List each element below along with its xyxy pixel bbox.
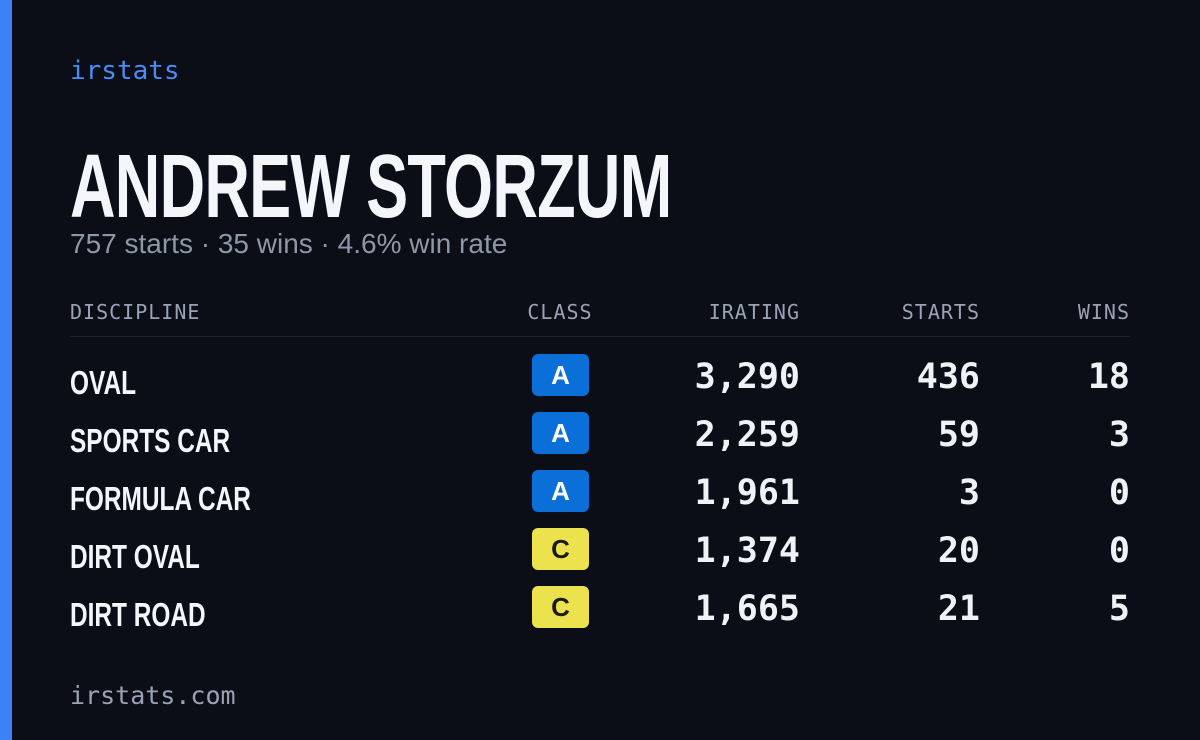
discipline: DIRT OVAL bbox=[70, 538, 200, 575]
wins: 0 bbox=[1108, 531, 1130, 571]
discipline: OVAL bbox=[70, 364, 137, 401]
accent-strip bbox=[0, 0, 12, 740]
wins: 0 bbox=[1108, 473, 1130, 513]
class-badge: C bbox=[532, 528, 589, 570]
column-header: WINS bbox=[1077, 300, 1130, 324]
column-header: STARTS bbox=[901, 300, 980, 324]
irating: 1,374 bbox=[694, 531, 800, 571]
starts: 21 bbox=[937, 589, 980, 629]
irating: 3,290 bbox=[694, 357, 800, 397]
driver-summary: 757 starts · 35 wins · 4.6% win rate bbox=[70, 228, 508, 259]
starts: 3 bbox=[958, 473, 980, 513]
class-badge: A bbox=[532, 470, 589, 512]
wins: 3 bbox=[1108, 415, 1130, 455]
column-header: IRATING bbox=[708, 300, 800, 324]
class-badge: A bbox=[532, 412, 589, 454]
column-header: DISCIPLINE bbox=[70, 300, 201, 324]
discipline: DIRT ROAD bbox=[70, 596, 206, 633]
irating: 1,961 bbox=[694, 473, 800, 513]
class-badge: A bbox=[532, 354, 589, 396]
irating: 2,259 bbox=[694, 415, 800, 455]
starts: 20 bbox=[937, 531, 980, 571]
column-header: CLASS bbox=[527, 300, 593, 324]
discipline: FORMULA CAR bbox=[70, 480, 251, 517]
driver-name: ANDREW STORZUM bbox=[70, 137, 672, 237]
starts: 59 bbox=[937, 415, 980, 455]
header-rule bbox=[70, 336, 1130, 337]
discipline: SPORTS CAR bbox=[70, 422, 231, 459]
class-badge: C bbox=[532, 586, 589, 628]
wins: 5 bbox=[1108, 589, 1130, 629]
brand: irstats bbox=[70, 56, 180, 86]
wins: 18 bbox=[1087, 357, 1130, 397]
starts: 436 bbox=[916, 357, 980, 397]
footer: irstats.com bbox=[70, 681, 236, 710]
irating: 1,665 bbox=[694, 589, 800, 629]
